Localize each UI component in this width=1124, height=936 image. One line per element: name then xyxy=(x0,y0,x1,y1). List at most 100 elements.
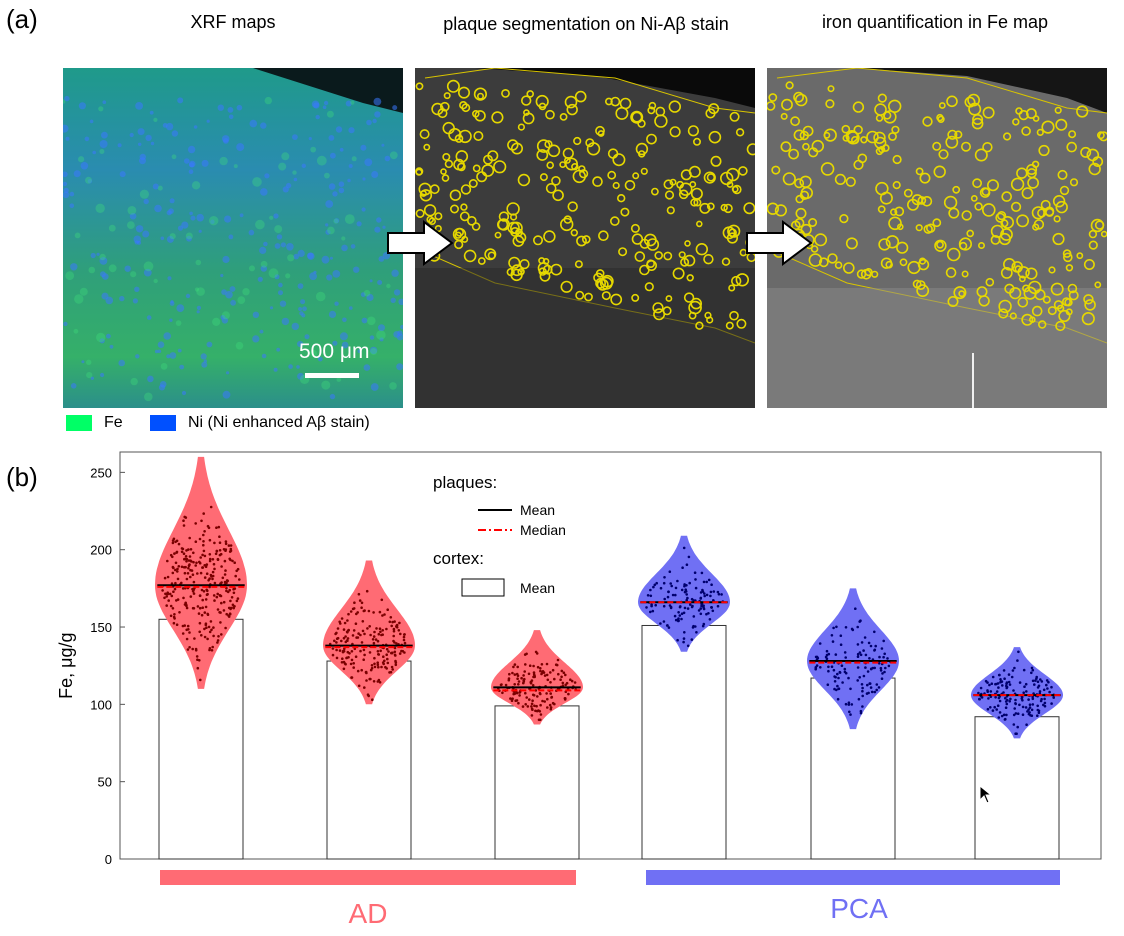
plaque-point xyxy=(867,641,871,645)
plaque-point xyxy=(236,567,240,571)
plaque-point xyxy=(533,675,536,679)
violin-points xyxy=(645,546,725,648)
plaque-point xyxy=(182,519,185,522)
plaque-point xyxy=(710,606,713,609)
plaque-point xyxy=(680,617,683,621)
plaque-point xyxy=(362,658,366,661)
plaque-point xyxy=(400,649,403,653)
plaque-point xyxy=(394,663,398,667)
plaque-point xyxy=(381,633,385,636)
plaque-point xyxy=(347,612,350,616)
ad-group-bar xyxy=(160,870,576,885)
plaque-point xyxy=(694,586,698,590)
plaque-point xyxy=(373,656,376,660)
plaque-point xyxy=(685,563,689,566)
plaque-point xyxy=(856,655,860,658)
plaque-point xyxy=(682,611,686,615)
plaque-point xyxy=(1018,681,1022,684)
plaque-point xyxy=(677,619,680,622)
plaque-point xyxy=(224,540,228,543)
plaque-point xyxy=(564,673,567,677)
plaque-point xyxy=(336,636,340,640)
plaque-point xyxy=(707,578,711,582)
plaque-point xyxy=(202,533,205,537)
plaque-point xyxy=(380,665,383,669)
plaque-point xyxy=(717,592,721,596)
plaque-point xyxy=(358,599,362,602)
plaque-point xyxy=(1023,685,1026,688)
plaque-point xyxy=(667,590,670,594)
ad-group-label: AD xyxy=(348,898,388,929)
plaque-point xyxy=(692,615,696,618)
plaque-point xyxy=(223,580,227,584)
plaque-point xyxy=(173,552,176,555)
plaque-point xyxy=(393,641,396,644)
plaque-point xyxy=(646,594,650,597)
plaque-point xyxy=(667,626,671,629)
plaque-point xyxy=(203,576,207,579)
plaque-point xyxy=(546,706,549,709)
plaque-point xyxy=(1033,683,1036,686)
plaque-point xyxy=(858,651,862,654)
plaque-point xyxy=(376,639,380,643)
plaque-point xyxy=(216,592,219,596)
plaque-point xyxy=(686,644,690,648)
plaque-point xyxy=(854,607,857,610)
plaque-point xyxy=(188,631,191,634)
plaque-point xyxy=(526,705,530,708)
plaque-point xyxy=(338,649,342,652)
plaque-point xyxy=(1013,707,1016,710)
plaque-point xyxy=(211,558,215,561)
plaque-point xyxy=(688,581,691,585)
plaque-point xyxy=(1024,682,1028,686)
plaque-point xyxy=(392,634,396,638)
plaque-point xyxy=(993,705,996,709)
plaque-point xyxy=(170,594,174,598)
plaque-point xyxy=(165,604,168,607)
plaque-point xyxy=(192,592,196,595)
iron-quantification-title: iron quantification in Fe map xyxy=(821,12,1049,32)
plaque-point xyxy=(869,686,873,689)
plaque-point xyxy=(1010,675,1014,679)
plaque-point xyxy=(355,612,358,616)
plaque-point xyxy=(522,681,525,685)
y-tick-label: 100 xyxy=(90,697,112,712)
plaque-point xyxy=(175,623,179,626)
plaque-point xyxy=(383,613,386,616)
plaque-point xyxy=(560,669,564,673)
plaque-point xyxy=(682,637,686,640)
plaque-point xyxy=(228,588,231,592)
plaque-point xyxy=(211,570,215,574)
plaque-point xyxy=(346,637,350,640)
plaque-point xyxy=(524,663,527,666)
plaque-point xyxy=(357,632,360,635)
plaque-point xyxy=(398,621,401,625)
plaque-point xyxy=(673,614,677,618)
plaque-point xyxy=(208,553,212,556)
plaque-point xyxy=(1038,692,1042,695)
plaque-point xyxy=(224,569,227,572)
scale-bar-label: 500 μm xyxy=(299,340,370,363)
y-tick-label: 50 xyxy=(98,775,112,790)
plaque-point xyxy=(382,662,386,666)
plaque-point xyxy=(883,652,886,656)
plaque-point xyxy=(203,530,206,533)
plaque-point xyxy=(228,612,232,616)
plaque-point xyxy=(388,620,392,624)
plaque-point xyxy=(182,566,186,569)
plaque-point xyxy=(707,612,710,615)
plaque-point xyxy=(373,630,376,634)
plaque-point xyxy=(187,566,190,570)
plaque-point xyxy=(669,582,672,585)
plaque-point xyxy=(1042,688,1046,692)
plaque-point xyxy=(1043,697,1046,701)
violin-points xyxy=(813,607,892,716)
plaque-point xyxy=(1005,698,1009,702)
plaque-point xyxy=(709,594,712,598)
plaque-point xyxy=(814,655,818,659)
plaque-point xyxy=(173,613,176,616)
plaque-point xyxy=(882,639,885,643)
plaque-point xyxy=(1000,714,1004,718)
plaque-point xyxy=(532,673,536,676)
plaque-point xyxy=(216,641,219,644)
